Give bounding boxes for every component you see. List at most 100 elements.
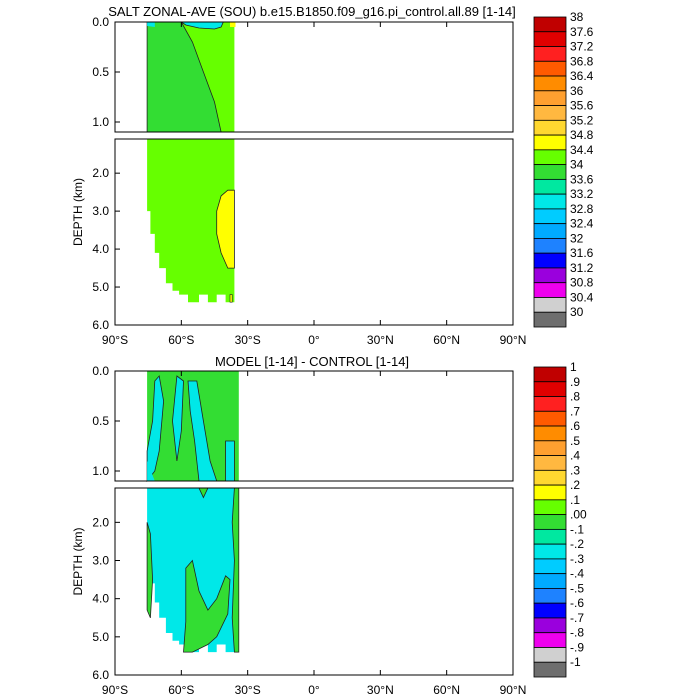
colorbar-swatch — [533, 16, 567, 33]
colorbar-label: 38 — [570, 10, 584, 24]
diff-region-0.1-east — [231, 487, 240, 653]
salinity-region-34.8-core — [216, 189, 235, 269]
colorbar-swatch — [533, 267, 567, 284]
colorbar-label: -.7 — [570, 611, 584, 625]
y-tick-label: 3.0 — [92, 204, 109, 218]
colorbar-swatch — [533, 178, 567, 195]
colorbar-swatch — [533, 425, 567, 442]
bottom-contour-plot: 90°S 60°S 30°S 0° 30°N 60°N 90°N 0.0 0.5 1.0 2.0 3.… — [71, 364, 526, 697]
colorbar-label: 34.8 — [570, 128, 594, 142]
colorbar-swatch — [533, 164, 567, 180]
colorbar-label: 35.2 — [570, 113, 594, 127]
colorbar-swatch — [533, 60, 567, 77]
colorbar-swatch — [533, 514, 567, 530]
y-tick-label: 1.0 — [92, 464, 109, 478]
y-tick-label: 3.0 — [92, 554, 109, 568]
y-tick-label: 0.0 — [92, 364, 109, 378]
colorbar-label: .4 — [570, 449, 580, 463]
colorbar-swatch — [533, 455, 567, 471]
colorbar-swatch — [533, 588, 567, 604]
colorbar-label: -.3 — [570, 552, 584, 566]
y-tick-label: 6.0 — [92, 318, 109, 332]
y-tick-label: 0.0 — [92, 15, 109, 29]
y-tick-label: 6.0 — [92, 668, 109, 682]
colorbar-swatch — [533, 75, 567, 92]
colorbar-swatch — [533, 282, 567, 298]
top-contour-plot: 90°S 60°S 30°S 0° 30°N 60°N 90°N 0.0 0.5 1.0 2.0 3.… — [71, 15, 526, 347]
colorbar-label: .5 — [570, 434, 580, 448]
x-tick-label: 30°S — [235, 333, 261, 347]
x-tick-label: 90°S — [102, 683, 128, 697]
colorbar-label: -.4 — [570, 567, 584, 581]
colorbar-swatch — [533, 558, 567, 575]
colorbar-label: .8 — [570, 390, 580, 404]
salinity-region-34.4-deep — [147, 139, 235, 303]
colorbar-label: 32.4 — [570, 217, 594, 231]
diff-region-0.00-plume-d — [225, 440, 235, 482]
x-tick-label: 30°N — [367, 683, 394, 697]
colorbar-swatch — [533, 149, 567, 166]
x-tick-label: 0° — [308, 683, 320, 697]
diff-region-0.00-plume-e — [147, 461, 155, 481]
top-chart-title: SALT ZONAL-AVE (SOU) b.e15.B1850.f09_g16… — [108, 4, 516, 19]
colorbar-label: 31.2 — [570, 261, 594, 275]
colorbar-swatch — [533, 311, 567, 328]
colorbar-label: 37.6 — [570, 25, 594, 39]
x-tick-label: 60°N — [433, 683, 460, 697]
diff-region-0.00-plume-a — [146, 375, 165, 483]
colorbar-label: 31.6 — [570, 246, 594, 260]
colorbar-label: -.2 — [570, 537, 584, 551]
colorbar-swatch — [533, 90, 567, 106]
colorbar-swatch — [533, 647, 567, 663]
colorbar-swatch — [533, 573, 567, 589]
colorbar-label: 36.8 — [570, 54, 594, 68]
colorbar-swatch — [533, 252, 567, 269]
colorbar-swatch — [533, 119, 567, 136]
colorbar-label: -.5 — [570, 581, 584, 595]
colorbar-swatch — [533, 297, 567, 313]
colorbar-swatch — [533, 46, 567, 62]
y-tick-label: 0.5 — [92, 65, 109, 79]
y-tick-label: 0.5 — [92, 414, 109, 428]
colorbar-label: 37.2 — [570, 40, 594, 54]
colorbar-swatch — [533, 105, 567, 121]
colorbar-label: 34 — [570, 158, 584, 172]
colorbar-label: .2 — [570, 478, 580, 492]
y-tick-label: 5.0 — [92, 630, 109, 644]
colorbar-label: -.9 — [570, 640, 584, 654]
colorbar-label: 35.6 — [570, 99, 594, 113]
colorbar-label: .3 — [570, 463, 580, 477]
colorbar-label: 32 — [570, 231, 584, 245]
colorbar-swatch — [533, 31, 567, 47]
colorbar-swatch — [533, 381, 567, 397]
colorbar-swatch — [533, 617, 567, 634]
diff-region-0.1-left — [146, 522, 154, 618]
y-tick-label: 5.0 — [92, 280, 109, 294]
y-tick-label: 4.0 — [92, 242, 109, 256]
colorbar-label: -.6 — [570, 596, 584, 610]
colorbar-swatch — [533, 208, 567, 225]
colorbar-label: 1 — [570, 360, 577, 374]
x-tick-label: 90°N — [500, 333, 527, 347]
colorbar-swatch — [533, 528, 567, 545]
y-axis-label: DEPTH (km) — [71, 178, 85, 246]
diff-region-0.00-plume-b — [172, 375, 184, 462]
top-colorbar: 3837.637.236.836.43635.635.234.834.43433… — [533, 10, 594, 328]
colorbar-label: 33.6 — [570, 172, 594, 186]
x-tick-label: 90°N — [500, 683, 527, 697]
colorbar-swatch — [533, 223, 567, 239]
colorbar-label: -.1 — [570, 522, 584, 536]
colorbar-label: 30 — [570, 305, 584, 319]
colorbar-label: 33.2 — [570, 187, 594, 201]
colorbar-swatch — [533, 661, 567, 678]
colorbar-label: .9 — [570, 375, 580, 389]
y-tick-label: 4.0 — [92, 592, 109, 606]
colorbar-label: 36.4 — [570, 69, 594, 83]
x-tick-label: 30°S — [235, 683, 261, 697]
colorbar-swatch — [533, 134, 567, 151]
bottom-chart-title: MODEL [1-14] - CONTROL [1-14] — [215, 354, 409, 369]
colorbar-swatch — [533, 469, 567, 486]
y-tick-label: 2.0 — [92, 166, 109, 180]
colorbar-label: 32.8 — [570, 202, 594, 216]
